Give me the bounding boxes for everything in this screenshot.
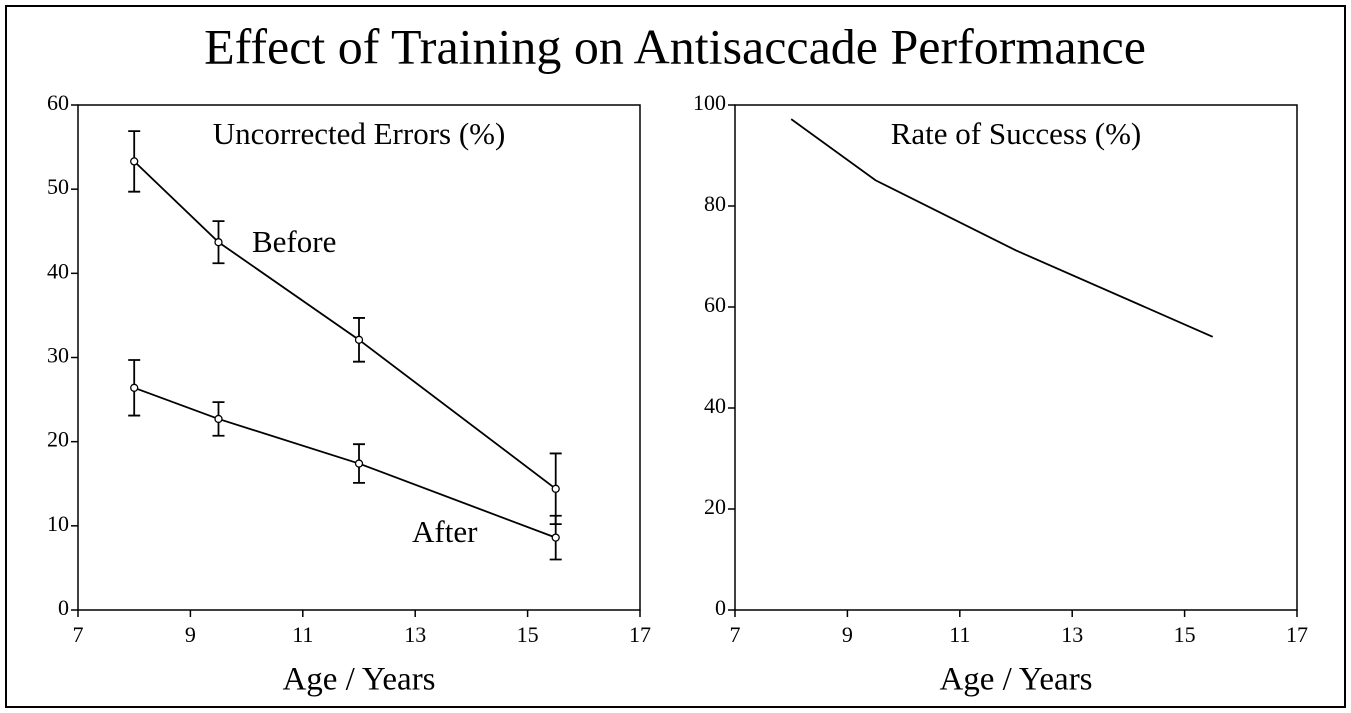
line — [790, 118, 1214, 338]
x-axis-label: Age / Years — [282, 662, 435, 698]
x-tick-label: 13 — [1061, 622, 1083, 647]
x-tick-label: 15 — [517, 622, 539, 647]
marker — [214, 414, 223, 424]
panel-title: Rate of Success (%) — [891, 116, 1142, 151]
line — [133, 386, 557, 539]
y-tick-label: 20 — [704, 494, 726, 519]
y-tick-label: 50 — [47, 174, 69, 199]
y-tick-label: 0 — [715, 595, 726, 620]
x-tick-label: 9 — [842, 622, 853, 647]
marker — [354, 335, 364, 344]
series-label: Before — [252, 224, 336, 259]
y-tick-label: 10 — [47, 511, 69, 536]
panel-title: Uncorrected Errors (%) — [213, 116, 506, 151]
x-tick-label: 11 — [949, 622, 970, 647]
marker — [551, 484, 560, 493]
y-tick-label: 80 — [704, 191, 726, 216]
x-tick-label: 15 — [1174, 622, 1196, 647]
marker — [130, 157, 139, 166]
x-tick-label: 17 — [629, 622, 651, 647]
marker — [354, 459, 364, 468]
x-tick-label: 17 — [1286, 622, 1308, 647]
x-axis-label: Age / Years — [939, 662, 1092, 698]
frame — [5, 5, 1346, 708]
marker — [551, 533, 560, 542]
y-tick-label: 60 — [47, 90, 69, 115]
y-tick-label: 20 — [47, 427, 69, 452]
x-tick-label: 11 — [292, 622, 313, 647]
line — [133, 160, 557, 490]
y-tick-label: 0 — [58, 595, 69, 620]
marker — [214, 238, 223, 247]
x-tick-label: 7 — [730, 622, 741, 647]
x-tick-label: 9 — [185, 622, 196, 647]
y-tick-label: 40 — [47, 258, 69, 283]
marker — [130, 383, 139, 392]
x-tick-label: 7 — [73, 622, 84, 647]
series-label: After — [412, 514, 478, 549]
x-tick-label: 13 — [404, 622, 426, 647]
figure-title: Effect of Training on Antisaccade Perfor… — [204, 18, 1146, 74]
y-tick-label: 40 — [704, 393, 726, 418]
y-tick-label: 60 — [704, 292, 726, 317]
y-tick-label: 30 — [47, 343, 69, 368]
plot-area — [734, 104, 1298, 611]
y-tick-label: 100 — [693, 90, 726, 115]
